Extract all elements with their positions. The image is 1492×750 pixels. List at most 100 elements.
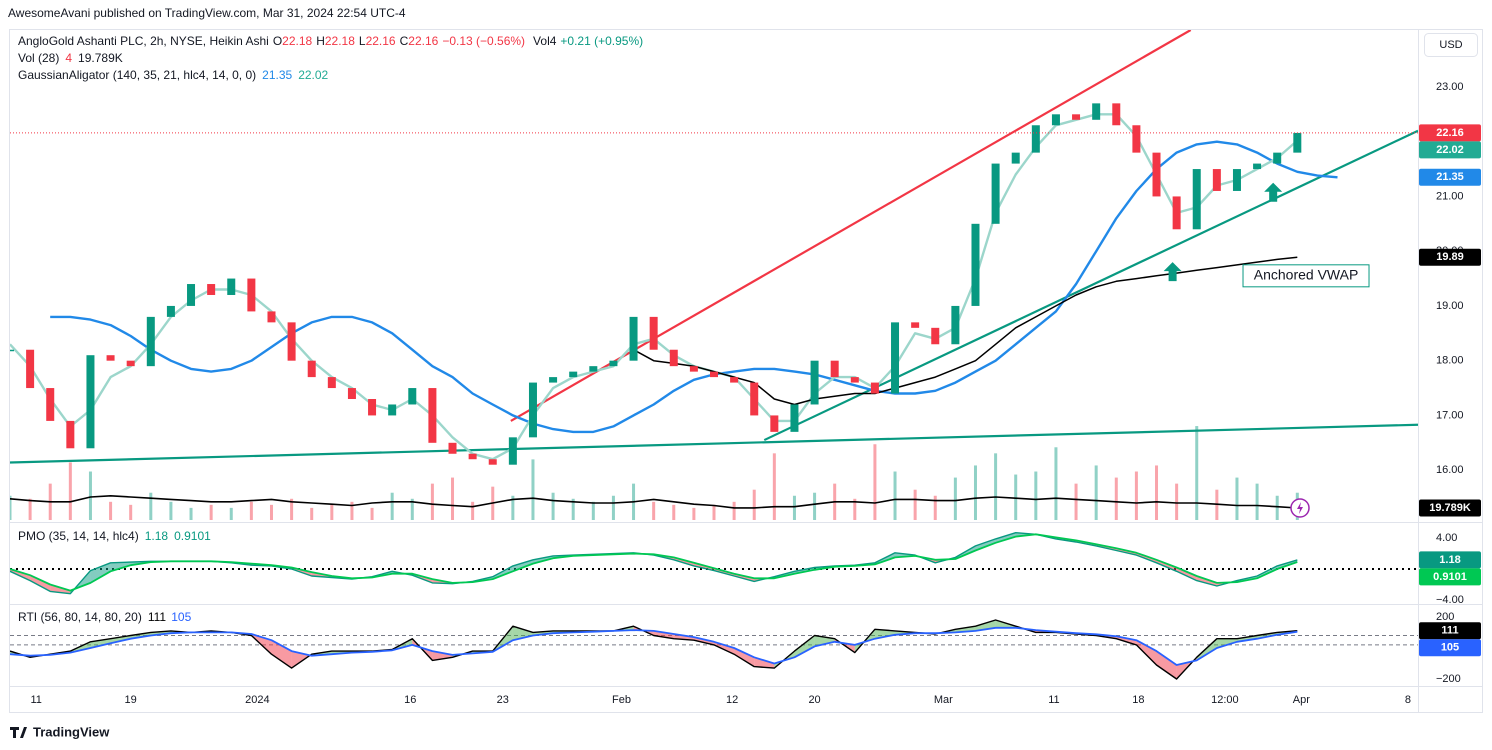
candle: [1092, 103, 1101, 120]
x-tick-label: 19: [125, 694, 137, 706]
candle: [931, 327, 940, 345]
currency[interactable]: USD: [1439, 39, 1462, 51]
volume-ma: 19.789K: [78, 51, 123, 65]
volume-bar: [209, 504, 213, 520]
price-label-bg: [1419, 141, 1481, 159]
volume-bar: [430, 483, 434, 520]
fill-between: [1136, 640, 1157, 666]
fill-between: [754, 657, 775, 669]
volume-bar: [772, 453, 776, 520]
quote-change: −0.13 (−0.56%): [442, 34, 525, 48]
candle: [187, 284, 196, 306]
volume-bar: [290, 498, 294, 520]
legend-volume: Vol (28) 4 19.789K: [18, 51, 123, 65]
candle: [166, 305, 175, 317]
publisher: AwesomeAvani published on TradingView.co…: [8, 6, 406, 20]
legend-rti: RTI (56, 80, 14, 80, 20) 111 105: [18, 610, 192, 624]
candle: [1072, 114, 1081, 120]
fill-between: [714, 641, 735, 655]
alert-icon[interactable]: [1290, 498, 1310, 518]
candle: [207, 284, 216, 295]
legend-indicator: GaussianAligator (140, 35, 21, hlc4, 14,…: [18, 68, 329, 82]
candle: [408, 388, 417, 405]
x-tick-label: Mar: [934, 694, 953, 706]
volume-bar: [88, 471, 92, 520]
fill-between: [1156, 651, 1177, 679]
volume-bar: [410, 498, 414, 520]
candle: [488, 459, 497, 465]
x-tick-label: 12:00: [1211, 694, 1239, 706]
volume-value: 4: [65, 51, 72, 65]
volume-bar: [933, 495, 937, 520]
pmo-pane: [10, 532, 1418, 595]
candle: [1051, 114, 1060, 126]
volume-bar: [1275, 495, 1279, 520]
volume-bar: [109, 501, 113, 520]
volume-bar: [350, 501, 354, 520]
series-line: [633, 256, 1298, 406]
candle: [750, 382, 759, 416]
price-label: 19.789K: [1429, 502, 1471, 514]
trendline: [10, 423, 1418, 464]
y-tick-label: 200: [1436, 611, 1454, 623]
x-tick-label: 2024: [245, 694, 269, 706]
volume-bar: [1255, 483, 1259, 520]
frame: [9, 29, 1483, 713]
price-label-bg: [1419, 248, 1481, 266]
volume-bar: [571, 498, 575, 520]
x-tick-label: 12: [726, 694, 738, 706]
candle: [1132, 125, 1141, 153]
candle: [710, 371, 718, 378]
price-label: 1.18: [1439, 554, 1460, 566]
candle: [388, 404, 397, 416]
x-tick-label: 23: [497, 694, 509, 706]
volume-bar: [1014, 474, 1018, 520]
volume-bar: [551, 492, 555, 520]
alert-bolt[interactable]: [1297, 502, 1303, 514]
currency-button[interactable]: [1424, 33, 1478, 57]
volume-bar: [893, 471, 897, 520]
indicator-name: GaussianAligator (140, 35, 21, hlc4, 14,…: [18, 68, 256, 82]
candle: [26, 349, 35, 389]
pmo-name: PMO (35, 14, 14, hlc4): [18, 529, 139, 543]
volume-bar: [249, 501, 253, 520]
price-label: 111: [1441, 625, 1458, 637]
vwap-label: Anchored VWAP: [1254, 267, 1359, 283]
quote-key: L: [359, 34, 366, 48]
vwap-label-box: [1242, 264, 1370, 288]
price-label-bg: [1419, 168, 1481, 186]
quote-value: 22.16: [366, 34, 396, 48]
candle: [810, 360, 819, 405]
candle: [1031, 125, 1040, 153]
price-label-bg: [1419, 551, 1481, 569]
volume-bar: [229, 507, 233, 520]
x-tick-label: 8: [1405, 694, 1411, 706]
volume-bar: [692, 507, 696, 520]
price-label-bg: [1419, 622, 1481, 640]
volume-bar: [873, 444, 877, 520]
volume-bar: [752, 489, 756, 520]
volume-bar: [712, 504, 716, 520]
candle: [528, 382, 537, 438]
candle: [609, 360, 618, 367]
candle: [971, 223, 980, 306]
volume-bar: [611, 495, 615, 520]
volume-bar: [511, 495, 515, 520]
candle: [327, 377, 336, 389]
y-tick-label: −200: [1436, 673, 1461, 685]
candle: [126, 360, 135, 367]
price-label: 22.16: [1436, 127, 1464, 139]
y-tick-label: −4.00: [1436, 594, 1464, 606]
candle: [66, 420, 75, 449]
volume-bar: [129, 504, 133, 520]
fill-between: [794, 635, 815, 658]
quote-key: H: [316, 34, 325, 48]
volume-bar: [10, 495, 12, 520]
price-label-bg: [1419, 499, 1481, 517]
candle: [1011, 152, 1020, 164]
candle: [830, 360, 839, 378]
candle: [448, 442, 457, 454]
candle: [508, 437, 517, 465]
volume-bar: [1155, 465, 1159, 520]
